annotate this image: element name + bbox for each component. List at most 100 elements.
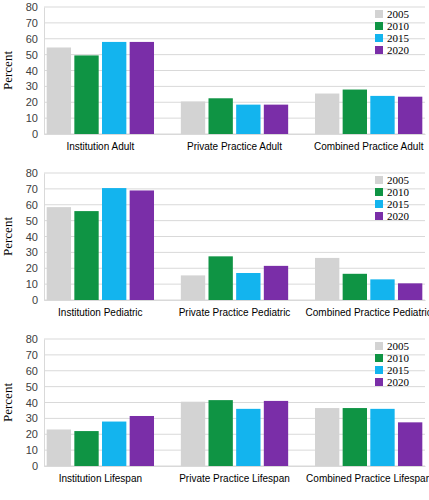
bar [47, 429, 71, 466]
legend-label: 2010 [387, 186, 410, 198]
y-title: Percent [0, 51, 15, 90]
bar [208, 256, 232, 300]
y-tick: 30 [26, 412, 44, 424]
y-tick-label: 60 [26, 199, 38, 211]
bar [398, 97, 422, 134]
bar [343, 274, 367, 300]
x-axis: Institution PediatricPrivate Practice Pe… [45, 300, 429, 318]
grid-line [44, 466, 425, 467]
y-tick: 60 [26, 365, 44, 377]
y-tick-label: 30 [26, 80, 38, 92]
y-tick: 80 [26, 167, 44, 179]
y-axis-line [44, 8, 45, 135]
series [47, 47, 340, 134]
bar [47, 207, 71, 300]
panel: 01020304050607080PercentInstitution Pedi… [0, 167, 429, 318]
y-tick: 10 [26, 278, 44, 290]
x-tick-label: Institution Lifespan [59, 473, 142, 484]
grid-line [44, 268, 425, 269]
legend-label: 2020 [387, 210, 410, 222]
legend-item: 2020 [375, 44, 410, 56]
legend: 2005201020152020 [375, 8, 410, 56]
grid [44, 339, 425, 466]
y-tick-label: 40 [26, 65, 38, 77]
x-tick-label: Combined Practice Pediatric [306, 307, 429, 318]
bar [370, 279, 394, 300]
grid-line [44, 236, 425, 237]
y-tick-label: 70 [26, 349, 38, 361]
grid-line [44, 70, 425, 71]
y-tick-label: 10 [26, 278, 38, 290]
bars [47, 188, 423, 300]
series [130, 190, 423, 300]
grid-line [44, 102, 425, 103]
legend-label: 2005 [387, 340, 410, 352]
series [74, 400, 367, 466]
legend-swatch [375, 354, 383, 362]
y-tick: 60 [26, 33, 44, 45]
y-axis-line [44, 174, 45, 301]
legend-item: 2015 [375, 364, 410, 376]
legend-swatch [375, 46, 383, 54]
bar [236, 409, 260, 466]
legend-label: 2015 [387, 198, 410, 210]
y-title: Percent [0, 383, 15, 422]
bar [130, 190, 154, 300]
y-tick: 0 [32, 460, 44, 472]
grid-line [44, 188, 425, 189]
legend: 2005201020152020 [375, 174, 410, 222]
legend-item: 2020 [375, 376, 410, 388]
x-axis: Institution AdultPrivate Practice AdultC… [45, 134, 426, 152]
y-tick: 20 [26, 262, 44, 274]
legend-swatch [375, 200, 383, 208]
y-tick: 0 [32, 128, 44, 140]
y-tick-label: 80 [26, 167, 38, 179]
y-tick-label: 0 [32, 128, 38, 140]
bar [102, 422, 126, 466]
y-axis: 01020304050607080 [26, 167, 45, 306]
bar [236, 273, 260, 300]
legend-label: 2010 [387, 20, 410, 32]
y-tick-label: 20 [26, 262, 38, 274]
legend-label: 2020 [387, 376, 410, 388]
grid-line [44, 204, 425, 205]
y-tick-label: 40 [26, 397, 38, 409]
y-tick: 70 [26, 17, 44, 29]
bar [315, 94, 339, 134]
bar [130, 42, 154, 134]
bar [264, 105, 288, 134]
grid-line [44, 118, 425, 119]
y-tick: 20 [26, 96, 44, 108]
figure: 0 10 20 30 40 50 60 70 80 Percent Institution Adul… [0, 0, 429, 500]
series [102, 188, 395, 300]
y-tick-label: 10 [26, 112, 38, 124]
legend-label: 2005 [387, 174, 410, 186]
x-tick-label: Combined Practice Lifespan [306, 473, 429, 484]
legend-item: 2005 [375, 174, 410, 186]
legend-swatch [375, 10, 383, 18]
bar [370, 409, 394, 466]
y-tick: 0 [32, 294, 44, 306]
y-tick-label: 50 [26, 381, 38, 393]
bar [264, 401, 288, 466]
y-tick: 70 [26, 349, 44, 361]
grid-line [44, 434, 425, 435]
series [102, 42, 395, 134]
x-tick: Combined Practice Pediatric [306, 300, 429, 318]
grid-line [44, 370, 425, 371]
legend-label: 2010 [387, 352, 410, 364]
bars [47, 42, 423, 134]
grid-line [44, 418, 425, 419]
x-axis: Institution LifespanPrivate Practice Lif… [45, 466, 429, 484]
legend-label: 2005 [387, 8, 410, 20]
grid-line [44, 22, 425, 23]
y-tick-label: 60 [26, 33, 38, 45]
y-tick: 40 [26, 397, 44, 409]
bar [102, 42, 126, 134]
grid [44, 173, 425, 300]
series [47, 207, 340, 300]
panel: 01020304050607080PercentInstitution Life… [0, 333, 429, 484]
y-tick-label: 20 [26, 428, 38, 440]
y-tick-label: 50 [26, 215, 38, 227]
x-tick-label: Institution Adult [66, 141, 134, 152]
